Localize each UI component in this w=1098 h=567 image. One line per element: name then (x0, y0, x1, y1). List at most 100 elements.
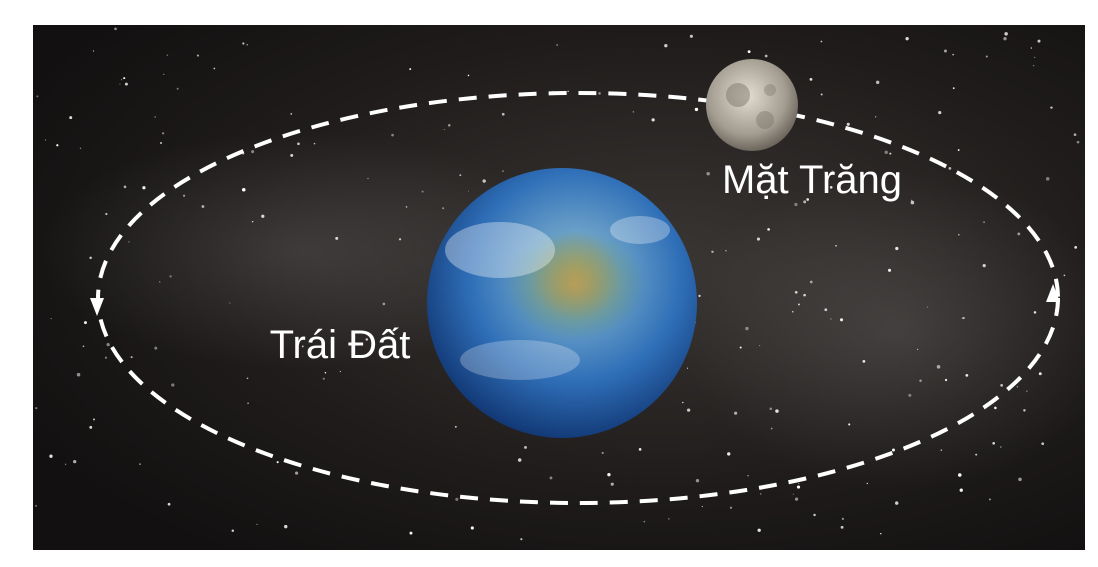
star (482, 179, 485, 182)
diagram: Mặt Trăng Trái Đất (0, 0, 1098, 567)
star (810, 78, 813, 81)
star (89, 257, 91, 259)
star (1003, 37, 1006, 40)
star (1038, 40, 1041, 43)
earth-label: Trái Đất (270, 323, 411, 367)
star (941, 449, 943, 451)
star (80, 148, 82, 150)
star (1064, 275, 1066, 277)
star (687, 368, 688, 369)
star (119, 84, 120, 85)
star (335, 237, 338, 240)
star (277, 461, 279, 463)
star (383, 303, 386, 306)
star (730, 507, 732, 509)
moon-label: Mặt Trăng (722, 158, 902, 202)
star (455, 426, 457, 428)
star (847, 123, 850, 126)
star (1041, 442, 1044, 445)
star (794, 203, 797, 206)
star (695, 108, 698, 111)
star (885, 151, 888, 154)
moon (706, 59, 798, 151)
star (49, 455, 52, 458)
star (775, 409, 778, 412)
star (770, 407, 773, 410)
star (45, 139, 46, 140)
star (168, 503, 171, 506)
star (994, 407, 997, 410)
star (502, 113, 505, 116)
star (154, 116, 156, 118)
star (792, 311, 794, 313)
star (1033, 65, 1034, 66)
star (952, 54, 954, 56)
star (840, 318, 843, 321)
star (256, 524, 257, 525)
star (863, 360, 866, 363)
star (1004, 32, 1007, 35)
star (919, 380, 921, 382)
star (247, 377, 249, 379)
star (760, 493, 761, 494)
star (455, 498, 458, 501)
star (502, 170, 503, 171)
star (459, 174, 461, 176)
star (643, 521, 645, 523)
star (550, 477, 553, 480)
star (391, 134, 394, 137)
star (992, 442, 995, 445)
star (314, 143, 316, 145)
star (35, 505, 37, 507)
star (123, 77, 125, 79)
star (983, 264, 986, 267)
star (798, 483, 799, 484)
star (73, 460, 76, 463)
star (297, 142, 300, 145)
star (767, 228, 770, 231)
star (842, 518, 844, 520)
star (114, 28, 117, 31)
star (1034, 57, 1035, 58)
star (892, 449, 895, 452)
star (163, 74, 164, 75)
star (409, 68, 411, 70)
star (795, 291, 798, 294)
star (105, 357, 107, 359)
star (917, 349, 918, 350)
star (810, 281, 813, 284)
star (765, 55, 768, 58)
star (107, 343, 110, 346)
star (290, 113, 292, 115)
star (944, 50, 947, 53)
star (690, 35, 693, 38)
star (105, 213, 107, 215)
star (682, 402, 683, 403)
star (93, 418, 95, 420)
star (169, 275, 171, 277)
star (422, 191, 424, 193)
star (35, 407, 37, 409)
star (399, 238, 401, 240)
star (229, 302, 230, 303)
star (139, 463, 141, 465)
star (821, 94, 823, 96)
star (468, 75, 470, 77)
star (159, 281, 160, 282)
star (711, 251, 713, 253)
star (797, 485, 800, 488)
star (242, 42, 244, 44)
star (121, 79, 122, 80)
star (908, 394, 911, 397)
star (953, 87, 955, 89)
page: Mặt Trăng Trái Đất (() => { const data =… (0, 0, 1098, 567)
star (131, 356, 133, 358)
star (876, 81, 879, 84)
star (1046, 177, 1050, 181)
star (958, 473, 962, 477)
star (202, 205, 205, 208)
star (607, 473, 610, 476)
star (759, 345, 760, 346)
star (945, 379, 947, 381)
star (124, 186, 127, 189)
